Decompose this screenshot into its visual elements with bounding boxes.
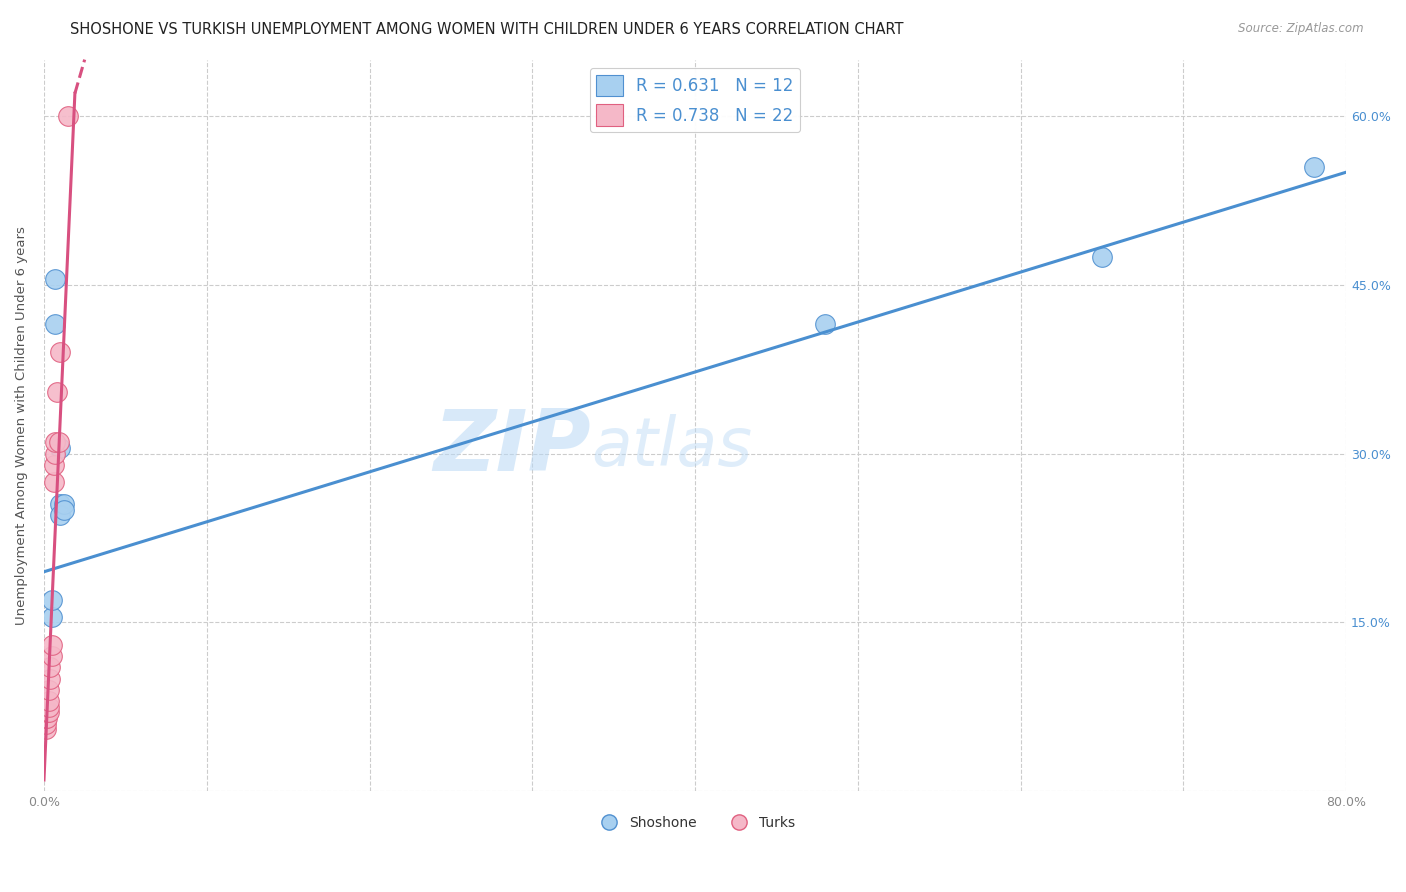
Point xyxy=(58,109,80,123)
Point xyxy=(814,317,837,331)
Point xyxy=(41,609,63,624)
Point xyxy=(38,694,60,708)
Point xyxy=(34,706,56,720)
Point xyxy=(37,711,59,725)
Point xyxy=(41,649,63,664)
Point xyxy=(44,446,66,460)
Point xyxy=(41,638,63,652)
Point xyxy=(42,458,65,472)
Point xyxy=(44,435,66,450)
Point xyxy=(34,716,56,731)
Point xyxy=(38,706,60,720)
Legend: Shoshone, Turks: Shoshone, Turks xyxy=(589,811,801,836)
Point xyxy=(34,711,56,725)
Point xyxy=(46,384,69,399)
Point xyxy=(1302,160,1324,174)
Text: SHOSHONE VS TURKISH UNEMPLOYMENT AMONG WOMEN WITH CHILDREN UNDER 6 YEARS CORRELA: SHOSHONE VS TURKISH UNEMPLOYMENT AMONG W… xyxy=(70,22,904,37)
Point xyxy=(52,503,75,517)
Point xyxy=(41,593,63,607)
Text: ZIP: ZIP xyxy=(433,406,591,489)
Point xyxy=(44,272,66,286)
Y-axis label: Unemployment Among Women with Children Under 6 years: Unemployment Among Women with Children U… xyxy=(15,226,28,625)
Point xyxy=(49,345,72,359)
Point xyxy=(52,497,75,511)
Point xyxy=(39,672,62,686)
Point xyxy=(37,706,59,720)
Point xyxy=(39,660,62,674)
Text: Source: ZipAtlas.com: Source: ZipAtlas.com xyxy=(1239,22,1364,36)
Point xyxy=(42,475,65,489)
Text: atlas: atlas xyxy=(591,415,752,481)
Point xyxy=(48,435,70,450)
Point xyxy=(49,497,72,511)
Point xyxy=(49,508,72,523)
Point xyxy=(1091,250,1114,264)
Point xyxy=(38,682,60,697)
Point xyxy=(44,317,66,331)
Point xyxy=(49,441,72,455)
Point xyxy=(38,699,60,714)
Point xyxy=(34,723,56,737)
